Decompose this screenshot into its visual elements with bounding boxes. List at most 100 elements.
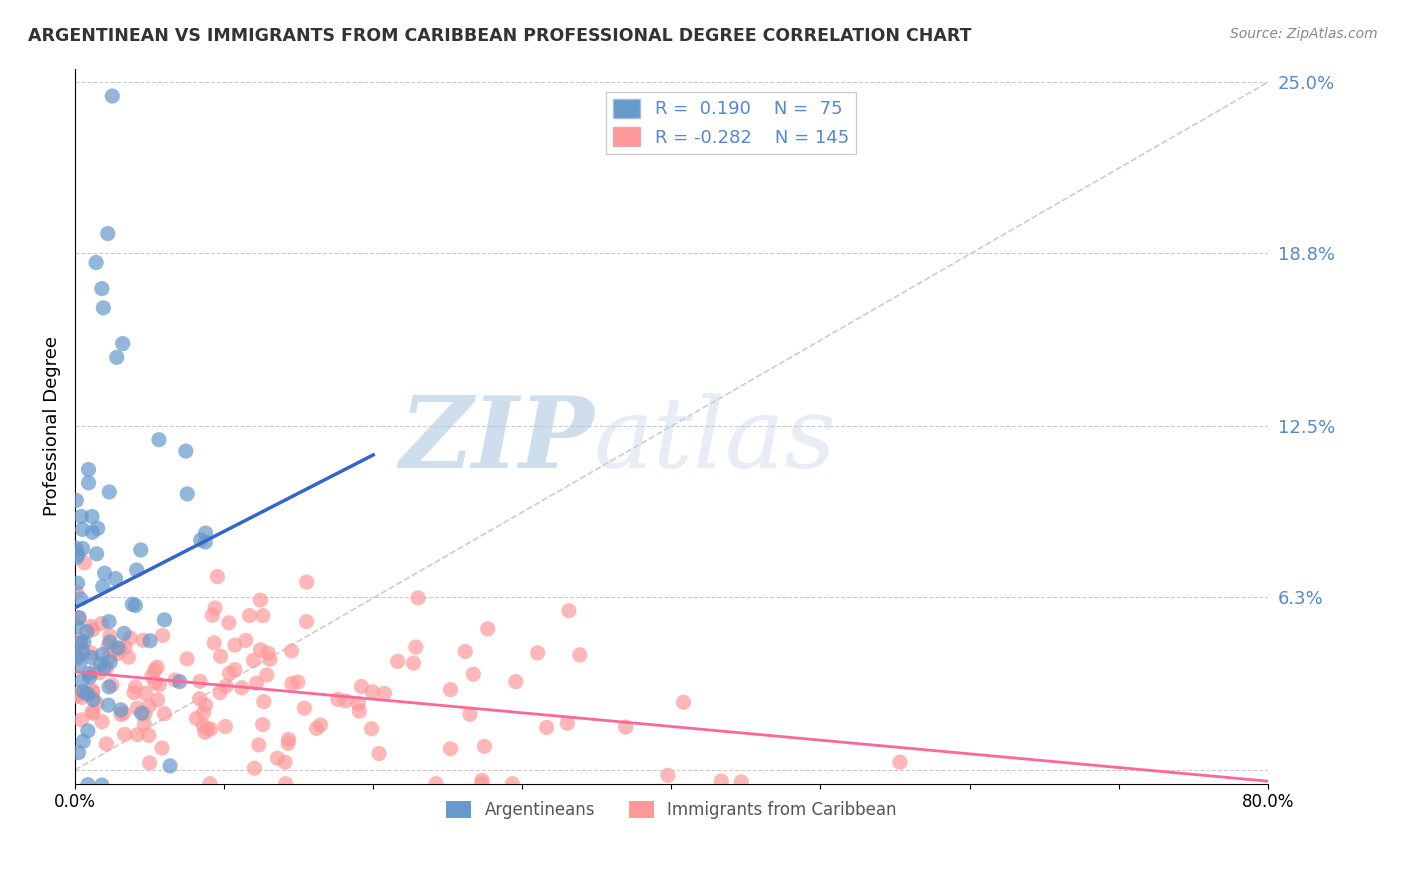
Point	[124, 680, 146, 694]
Point	[112, 626, 135, 640]
Point	[72, 645, 94, 659]
Point	[558, 604, 581, 618]
Point	[204, 601, 226, 615]
Legend: Argentineans, Immigrants from Caribbean: Argentineans, Immigrants from Caribbean	[440, 794, 903, 825]
Point	[101, 89, 124, 103]
Point	[257, 646, 280, 660]
Point	[77, 475, 100, 490]
Point	[242, 653, 264, 667]
Point	[471, 777, 494, 791]
Point	[148, 433, 170, 447]
Point	[98, 629, 121, 643]
Point	[238, 608, 260, 623]
Point	[474, 739, 496, 754]
Point	[112, 706, 135, 720]
Point	[277, 736, 299, 750]
Point	[143, 663, 166, 677]
Point	[471, 773, 494, 788]
Point	[76, 624, 98, 639]
Point	[214, 719, 236, 733]
Point	[97, 698, 120, 712]
Point	[96, 737, 118, 751]
Point	[69, 632, 91, 647]
Point	[72, 734, 94, 748]
Point	[190, 533, 212, 547]
Point	[249, 642, 271, 657]
Point	[259, 652, 281, 666]
Point	[93, 661, 115, 675]
Point	[360, 722, 382, 736]
Point	[224, 638, 246, 652]
Point	[131, 706, 153, 721]
Point	[70, 673, 93, 688]
Point	[138, 698, 160, 713]
Point	[65, 541, 87, 555]
Point	[287, 675, 309, 690]
Point	[98, 680, 121, 694]
Point	[889, 755, 911, 769]
Point	[69, 591, 91, 606]
Point	[134, 706, 156, 721]
Point	[82, 685, 104, 699]
Point	[91, 714, 114, 729]
Point	[231, 681, 253, 695]
Point	[253, 695, 276, 709]
Point	[80, 619, 103, 633]
Point	[96, 661, 118, 675]
Point	[75, 790, 97, 805]
Point	[107, 640, 129, 655]
Point	[249, 593, 271, 607]
Point	[67, 746, 90, 760]
Point	[710, 774, 733, 789]
Point	[111, 336, 134, 351]
Point	[104, 572, 127, 586]
Point	[84, 255, 107, 269]
Point	[82, 525, 104, 540]
Point	[98, 615, 121, 629]
Point	[194, 725, 217, 739]
Point	[200, 722, 222, 736]
Point	[153, 613, 176, 627]
Point	[194, 526, 217, 541]
Point	[114, 727, 136, 741]
Point	[125, 563, 148, 577]
Point	[70, 713, 93, 727]
Point	[146, 660, 169, 674]
Point	[186, 711, 208, 725]
Point	[536, 721, 558, 735]
Point	[195, 722, 218, 736]
Point	[361, 684, 384, 698]
Point	[373, 686, 395, 700]
Point	[77, 778, 100, 792]
Point	[98, 485, 121, 500]
Point	[138, 756, 160, 770]
Point	[67, 611, 90, 625]
Point	[368, 747, 391, 761]
Point	[163, 673, 186, 687]
Point	[235, 633, 257, 648]
Point	[335, 694, 357, 708]
Point	[295, 575, 318, 590]
Text: atlas: atlas	[593, 392, 837, 488]
Point	[66, 651, 89, 665]
Point	[72, 642, 94, 657]
Point	[70, 790, 93, 805]
Point	[159, 759, 181, 773]
Point	[201, 608, 224, 623]
Point	[110, 707, 132, 722]
Point	[73, 635, 96, 649]
Point	[657, 768, 679, 782]
Point	[98, 635, 121, 649]
Point	[439, 741, 461, 756]
Point	[89, 665, 111, 680]
Point	[101, 678, 124, 692]
Point	[501, 777, 523, 791]
Point	[66, 620, 89, 634]
Point	[97, 639, 120, 653]
Point	[98, 655, 121, 669]
Point	[110, 641, 132, 656]
Point	[121, 598, 143, 612]
Point	[274, 777, 297, 791]
Point	[568, 648, 591, 662]
Point	[69, 657, 91, 671]
